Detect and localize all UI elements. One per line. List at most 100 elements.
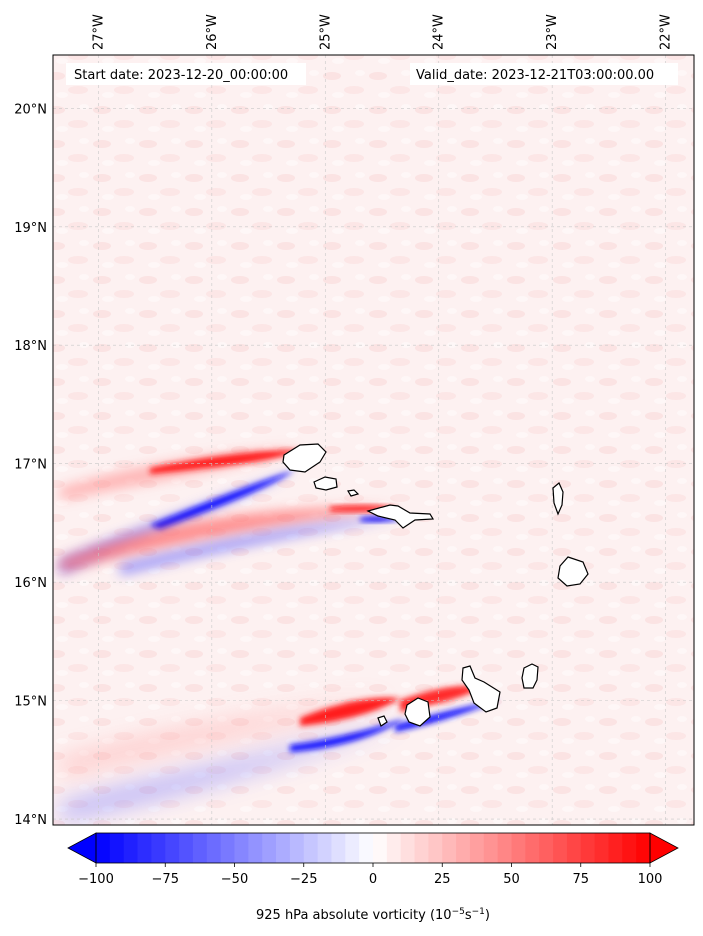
colorbar-tick-label: 100 [638,872,663,887]
island-fogo [404,697,431,727]
island-maio [521,663,539,689]
colorbar-level [317,833,332,863]
islands [282,443,589,727]
map-border [52,54,695,826]
colorbar-level [469,833,485,863]
colorbar-ticks: −100 −75 −50 −25 0 25 50 75 100 [78,863,662,887]
colorbar-level [428,833,443,863]
colorbar-level [414,833,429,863]
island-sao-nicolau [366,504,435,529]
colorbar-label-exp1: −5 [452,907,465,917]
lat-label: 17°N [14,458,47,473]
lon-axis: 27°W 26°W 25°W 24°W 23°W 22°W [91,14,673,50]
colorbar-level [497,833,512,863]
lon-label: 22°W [659,14,674,50]
wake-red-core-south-1 [300,697,400,726]
wake-blue-core-north-1 [150,470,295,530]
island-sao-vicente [313,476,338,491]
colorbar-level [456,833,471,863]
lon-label: 24°W [432,14,447,50]
colorbar-level [289,833,305,863]
lat-label: 16°N [14,576,47,591]
title-left-box [66,63,306,85]
colorbar-level [234,833,249,863]
lat-axis: 20°N 19°N 18°N 17°N 16°N 15°N 14°N [14,102,47,828]
colorbar-level [594,833,609,863]
colorbar-level [165,833,180,863]
colorbar-level [636,833,651,863]
map-background [53,55,694,825]
wake-blue-core-south-1 [290,718,405,752]
colorbar-level [345,833,360,863]
island-boa-vista [557,556,589,587]
colorbar-level [96,833,111,863]
colorbar-level [303,833,318,863]
colorbar-level [192,833,208,863]
colorbar-extend-high [649,832,679,864]
island-brava [377,715,388,727]
title-left: Start date: 2023-12-20_00:00:00 [74,68,288,83]
island-santo-antao [282,443,327,473]
wake-red-core-north-1 [150,450,305,474]
colorbar-label-mid: s [465,908,472,923]
colorbar-level [442,833,457,863]
colorbar-tick-label: 75 [572,872,589,887]
colorbar-level [276,833,291,863]
colorbar-level [566,833,582,863]
lat-label: 14°N [14,813,47,828]
map-panel: Start date: 2023-12-20_00:00:00 Valid_da… [14,14,695,828]
colorbar-level [400,833,415,863]
colorbar-level [373,833,388,863]
lon-label: 26°W [205,14,220,50]
colorbar-level [553,833,568,863]
colorbar-level [511,833,526,863]
gridlines [53,55,694,825]
colorbar-level [123,833,138,863]
colorbar-level [608,833,623,863]
vorticity-field [60,448,500,820]
colorbar-label-exp2: −1 [472,907,485,917]
colorbar-level [539,833,554,863]
colorbar-tick-label: −50 [221,872,248,887]
colorbar-label: 925 hPa absolute vorticity (10−5s−1) [256,907,490,923]
lon-label: 25°W [318,14,333,50]
title-right: Valid_date: 2023-12-21T03:00:00.00 [416,68,654,83]
colorbar-label-prefix: 925 hPa absolute vorticity (10 [256,908,452,923]
wake-red-north-2 [60,507,395,572]
colorbar-level [580,833,595,863]
lat-label: 15°N [14,695,47,710]
colorbar-level [206,833,222,863]
colorbar-level [179,833,194,863]
colorbar-tick-label: −25 [290,872,317,887]
colorbar-tick-label: 50 [503,872,520,887]
lat-label: 19°N [14,221,47,236]
colorbar-level [386,833,402,863]
title-right-box [410,63,678,85]
colorbar: −100 −75 −50 −25 0 25 50 75 100 925 hPa absolute… [67,832,679,923]
colorbar-extend-low [67,832,97,864]
colorbar-levels [96,833,651,863]
colorbar-level [220,833,235,863]
colorbar-tick-label: 25 [434,872,451,887]
colorbar-level [262,833,277,863]
colorbar-level [622,833,637,863]
colorbar-level [483,833,499,863]
colorbar-tick-label: −75 [152,872,179,887]
island-sal [552,482,564,516]
colorbar-level [331,833,346,863]
colorbar-level [525,833,540,863]
colorbar-level [248,833,263,863]
island-santiago [461,665,501,713]
colorbar-level [137,833,152,863]
colorbar-level [359,833,374,863]
colorbar-level [151,833,166,863]
island-santa-luzia [347,489,360,497]
colorbar-level [109,833,125,863]
lon-label: 23°W [545,14,560,50]
lat-label: 18°N [14,339,47,354]
colorbar-label-suffix: ) [485,908,490,923]
colorbar-tick-label: −100 [78,872,114,887]
colorbar-tick-label: 0 [369,872,377,887]
lon-label: 27°W [91,14,106,50]
